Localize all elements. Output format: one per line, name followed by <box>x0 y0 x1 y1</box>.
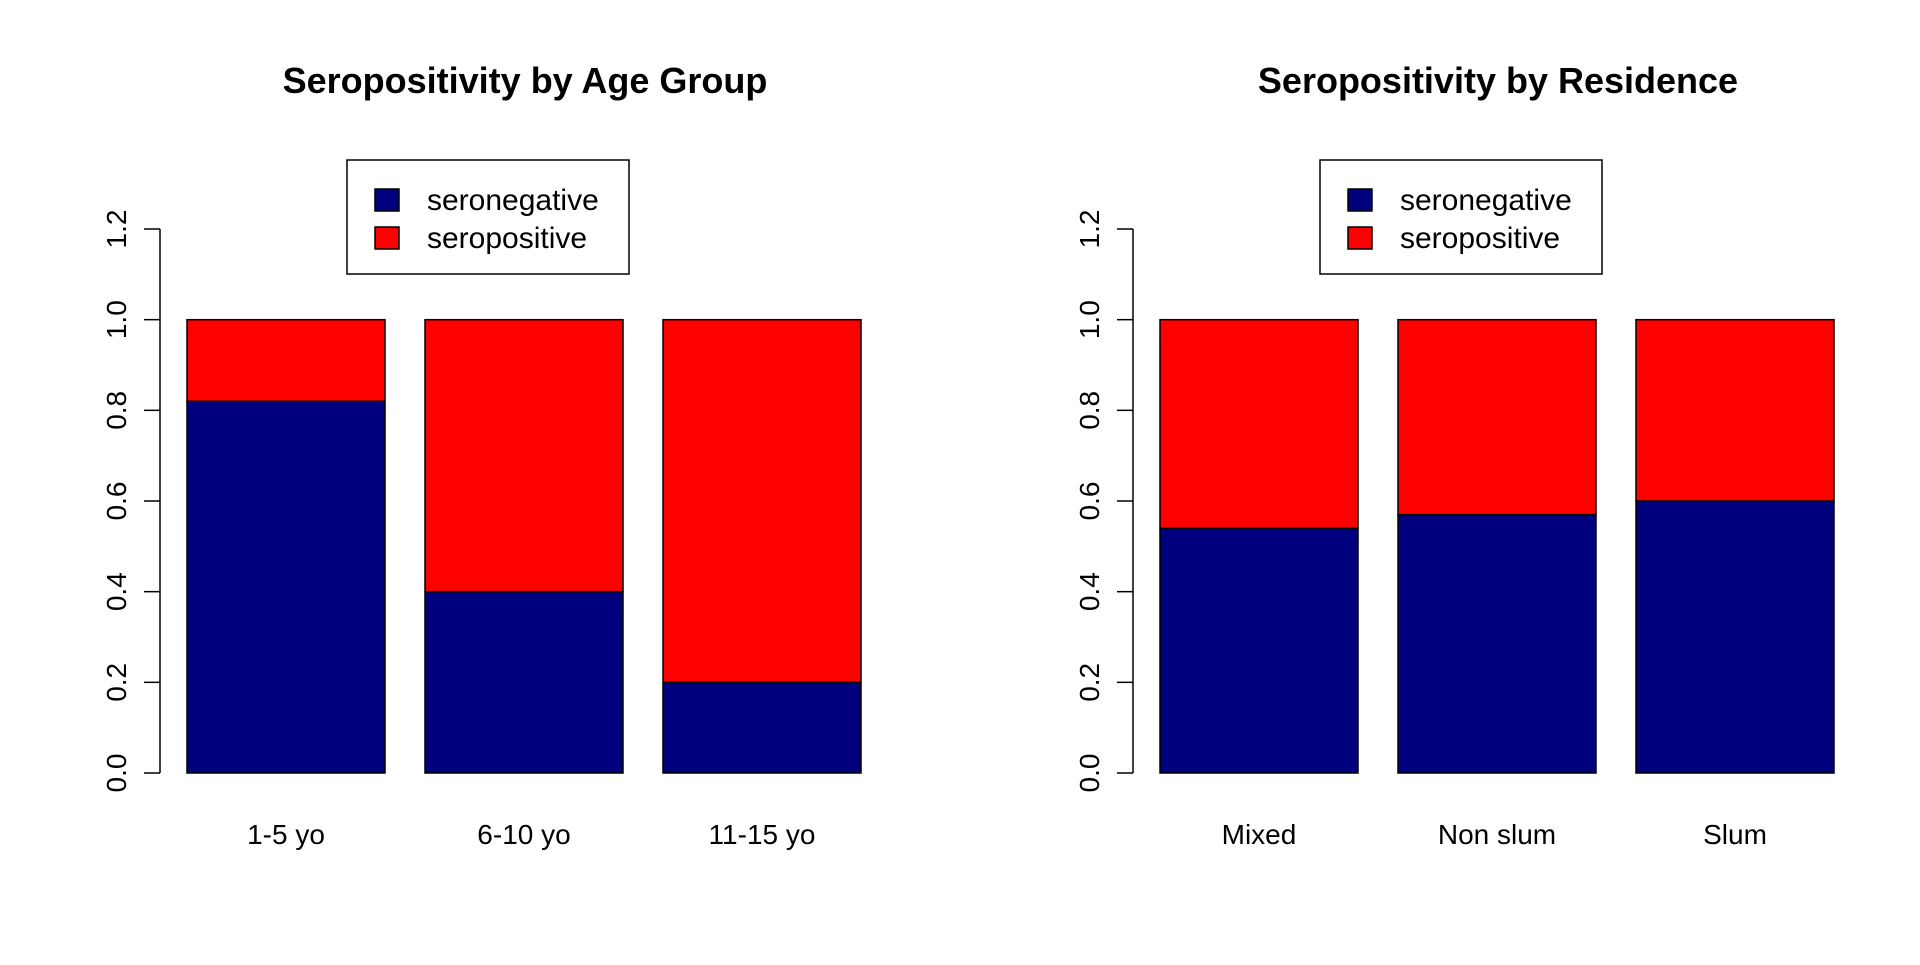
bar-seropositive-3 <box>1635 318 1835 502</box>
legend: seronegative seropositive <box>346 159 630 275</box>
y-tick-label: 0.2 <box>101 663 132 702</box>
legend-box <box>346 159 630 275</box>
y-tick-label: 1.2 <box>101 210 132 249</box>
bar-seronegative-3 <box>662 681 862 774</box>
category-label: 1-5 yo <box>247 819 325 850</box>
legend-swatch-seropositive <box>374 226 400 250</box>
y-tick-label: 0.6 <box>101 482 132 521</box>
age-group-chart: Seropositivity by Age Group 0.0 0.2 0.4 0.6 0… <box>101 60 862 850</box>
bar-seropositive-1 <box>186 318 386 403</box>
bar-seronegative-2 <box>424 590 624 774</box>
bar-seropositive-3 <box>662 318 862 684</box>
category-label: Slum <box>1703 819 1767 850</box>
y-tick-label: 0.4 <box>1074 572 1105 611</box>
y-tick-label: 0.8 <box>1074 391 1105 430</box>
y-tick-label: 0.0 <box>1074 754 1105 793</box>
bar-seronegative-1 <box>186 400 386 774</box>
category-label: 11-15 yo <box>709 819 816 850</box>
y-tick-label: 1.0 <box>101 300 132 339</box>
legend-label-seropositive: seropositive <box>427 222 587 255</box>
y-tick-label: 1.2 <box>1074 210 1105 249</box>
y-tick-label: 0.4 <box>101 572 132 611</box>
legend-label-seronegative: seronegative <box>1400 184 1572 217</box>
legend-box <box>1319 159 1603 275</box>
bar-seronegative-1 <box>1159 527 1359 774</box>
residence-chart: Seropositivity by Residence 0.0 0.2 0.4 0.6 0… <box>1074 60 1835 850</box>
legend: seronegative seropositive <box>1319 159 1603 275</box>
category-label: 6-10 yo <box>477 819 570 850</box>
y-tick-label: 0.6 <box>1074 482 1105 521</box>
legend-swatch-seronegative <box>1347 188 1373 212</box>
bar-seropositive-1 <box>1159 318 1359 529</box>
bar-seropositive-2 <box>424 318 624 593</box>
legend-swatch-seronegative <box>374 188 400 212</box>
chart-title: Seropositivity by Residence <box>1258 60 1738 101</box>
bar-seronegative-3 <box>1635 500 1835 774</box>
legend-label-seropositive: seropositive <box>1400 222 1560 255</box>
y-tick-label: 1.0 <box>1074 300 1105 339</box>
chart-title: Seropositivity by Age Group <box>283 60 768 101</box>
y-tick-label: 0.2 <box>1074 663 1105 702</box>
bar-seronegative-2 <box>1397 513 1597 774</box>
bar-seropositive-2 <box>1397 318 1597 516</box>
category-label: Non slum <box>1438 819 1556 850</box>
y-tick-label: 0.0 <box>101 754 132 793</box>
y-tick-label: 0.8 <box>101 391 132 430</box>
category-label: Mixed <box>1222 819 1297 850</box>
legend-label-seronegative: seronegative <box>427 184 599 217</box>
legend-swatch-seropositive <box>1347 226 1373 250</box>
